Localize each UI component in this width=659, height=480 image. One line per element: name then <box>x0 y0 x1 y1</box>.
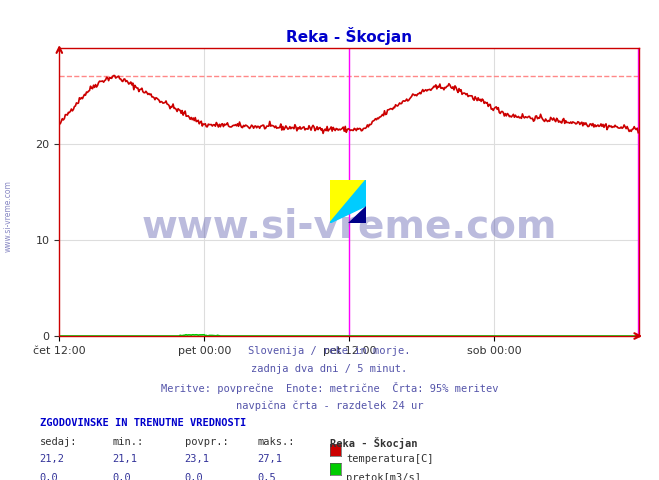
Text: 27,1: 27,1 <box>257 454 282 464</box>
Text: zadnja dva dni / 5 minut.: zadnja dva dni / 5 minut. <box>251 364 408 374</box>
Title: Reka - Škocjan: Reka - Škocjan <box>286 27 413 46</box>
Text: 23,1: 23,1 <box>185 454 210 464</box>
Text: navpična črta - razdelek 24 ur: navpična črta - razdelek 24 ur <box>236 400 423 411</box>
Text: 0,0: 0,0 <box>40 473 58 480</box>
Text: povpr.:: povpr.: <box>185 437 228 447</box>
Text: temperatura[C]: temperatura[C] <box>346 454 434 464</box>
Text: Meritve: povprečne  Enote: metrične  Črta: 95% meritev: Meritve: povprečne Enote: metrične Črta:… <box>161 382 498 394</box>
Text: 0,5: 0,5 <box>257 473 275 480</box>
Text: Slovenija / reke in morje.: Slovenija / reke in morje. <box>248 346 411 356</box>
Text: maks.:: maks.: <box>257 437 295 447</box>
Text: min.:: min.: <box>112 437 143 447</box>
Text: www.si-vreme.com: www.si-vreme.com <box>3 180 13 252</box>
Text: 21,1: 21,1 <box>112 454 137 464</box>
Text: sedaj:: sedaj: <box>40 437 77 447</box>
Text: pretok[m3/s]: pretok[m3/s] <box>346 473 421 480</box>
Text: 0,0: 0,0 <box>112 473 130 480</box>
Polygon shape <box>348 206 366 223</box>
Text: 21,2: 21,2 <box>40 454 65 464</box>
Text: ZGODOVINSKE IN TRENUTNE VREDNOSTI: ZGODOVINSKE IN TRENUTNE VREDNOSTI <box>40 418 246 428</box>
Text: Reka - Škocjan: Reka - Škocjan <box>330 437 417 449</box>
Text: 0,0: 0,0 <box>185 473 203 480</box>
Polygon shape <box>330 180 366 223</box>
Polygon shape <box>330 180 366 223</box>
Text: www.si-vreme.com: www.si-vreme.com <box>142 207 557 246</box>
